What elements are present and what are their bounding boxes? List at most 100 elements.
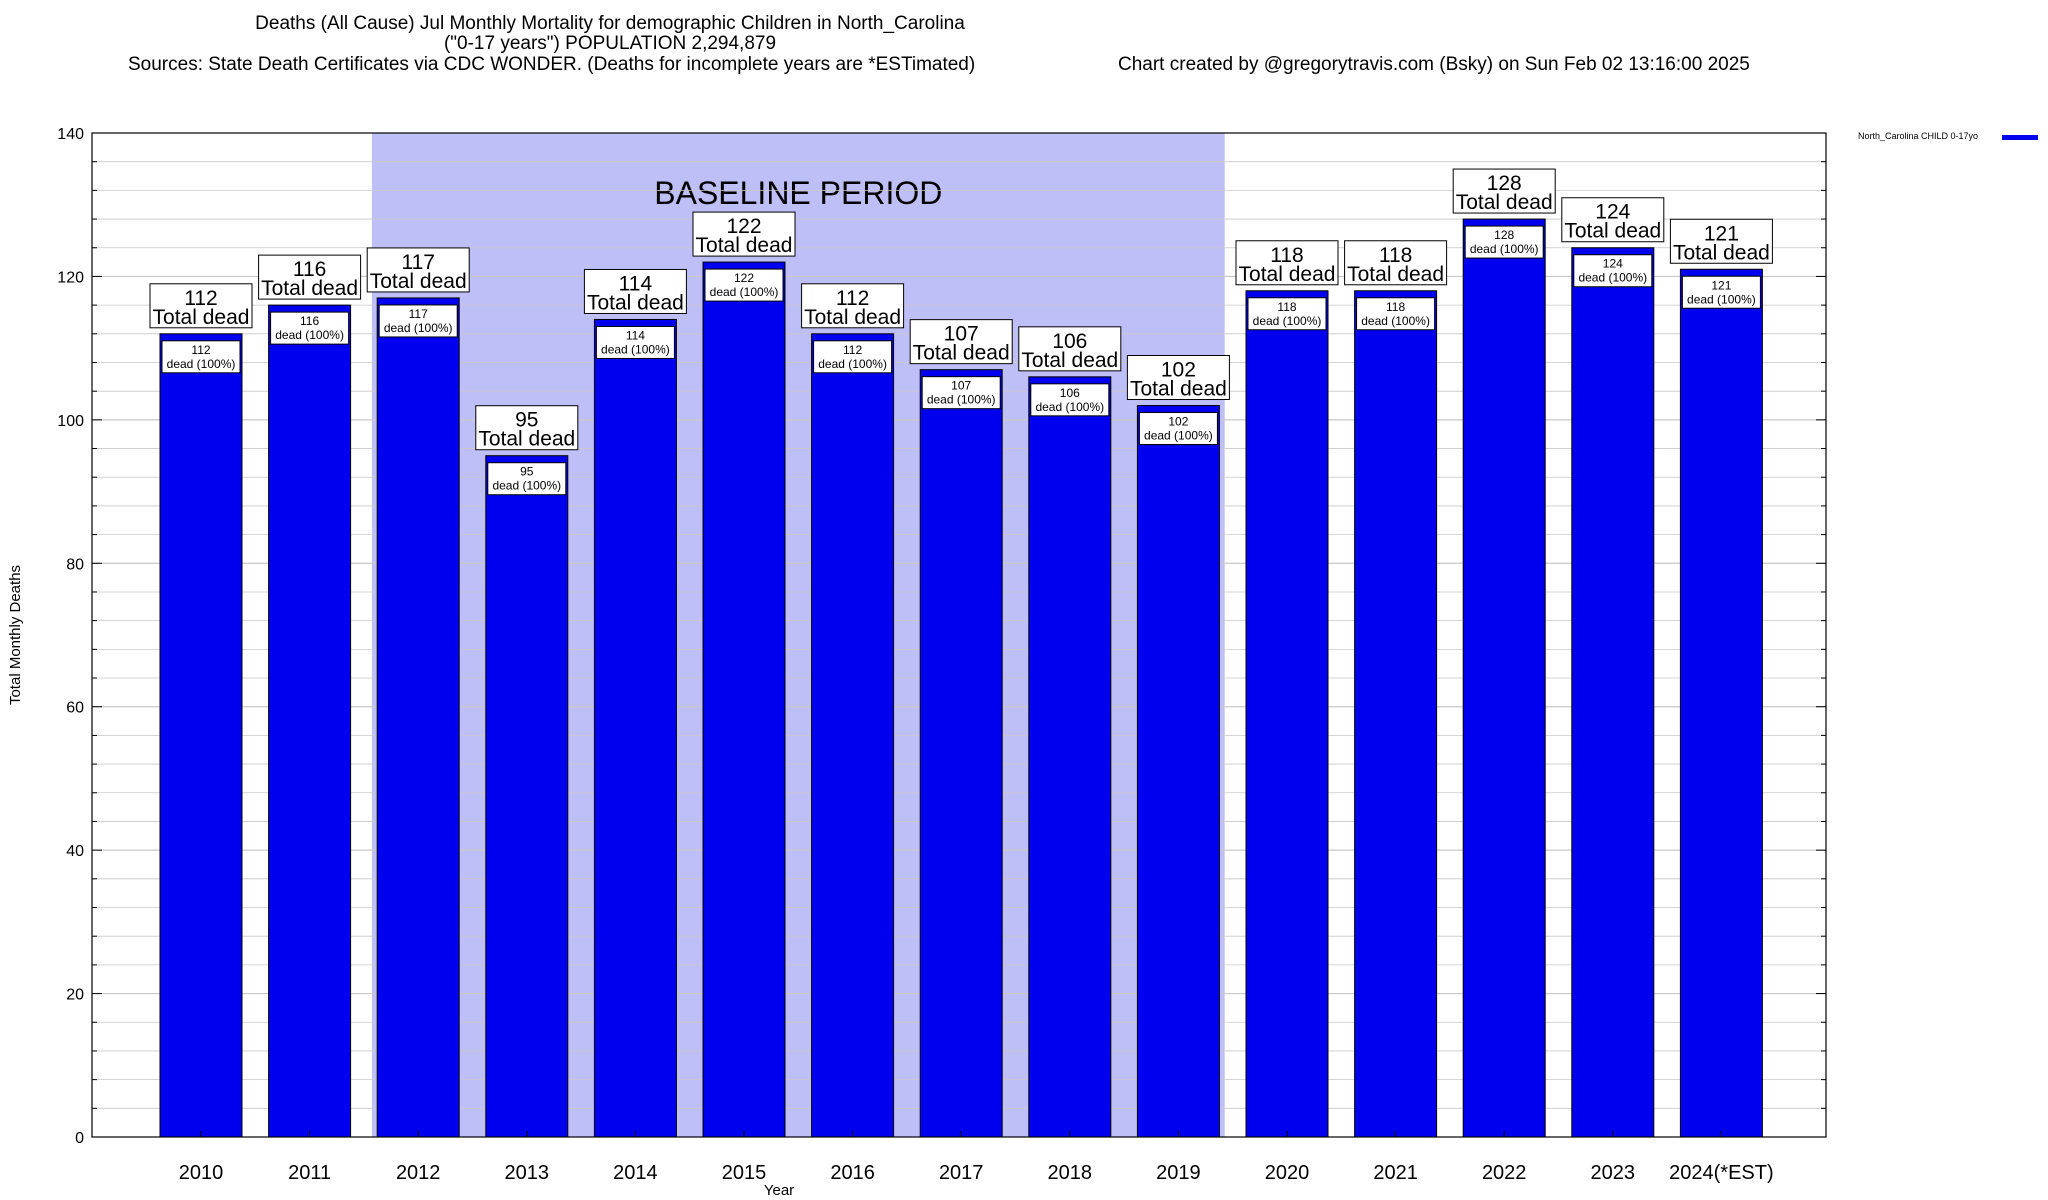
total-label-box <box>149 283 253 329</box>
bar <box>1462 218 1546 1138</box>
bar <box>485 455 569 1138</box>
segment-value-label: 102 <box>1168 415 1188 429</box>
segment-value-label: 106 <box>1060 386 1080 400</box>
segment-value-label: 118 <box>1277 300 1296 314</box>
total-label-box <box>583 268 687 314</box>
x-tick-label: 2023 <box>1591 1162 1636 1184</box>
total-value-label: 124 <box>1595 201 1630 224</box>
bar <box>1028 376 1112 1138</box>
total-caption-label: Total dead <box>1021 349 1118 372</box>
segment-percent-label: dead (100%) <box>1144 429 1213 443</box>
segment-label-box <box>1356 297 1436 331</box>
segment-value-label: 121 <box>1711 278 1731 292</box>
total-caption-label: Total dead <box>1673 241 1770 264</box>
segment-label-box <box>1138 412 1218 446</box>
x-tick-label: 2015 <box>722 1162 767 1184</box>
segment-percent-label: dead (100%) <box>1470 242 1539 256</box>
segment-value-label: 122 <box>734 271 754 285</box>
segment-label-box <box>1681 275 1761 309</box>
total-value-label: 117 <box>401 251 434 274</box>
total-caption-label: Total dead <box>587 291 684 314</box>
segment-percent-label: dead (100%) <box>1578 271 1647 285</box>
chart-credit: Chart created by @gregorytravis.com (Bsk… <box>1118 54 1750 75</box>
chart-title: Deaths (All Cause) Jul Monthly Mortality… <box>255 13 965 34</box>
x-tick-label: 2021 <box>1373 1162 1418 1184</box>
x-tick-label: 2016 <box>830 1162 875 1184</box>
segment-label-box <box>270 311 350 345</box>
total-caption-label: Total dead <box>1347 263 1444 286</box>
segment-percent-label: dead (100%) <box>1361 314 1430 328</box>
y-tick-label: 0 <box>75 1130 84 1147</box>
bar <box>268 304 352 1138</box>
segment-value-label: 112 <box>843 343 862 357</box>
segment-percent-label: dead (100%) <box>1035 400 1104 414</box>
segment-label-box <box>595 325 675 359</box>
bar <box>593 318 677 1138</box>
total-label-box <box>692 211 796 257</box>
x-tick-label: 2024(*EST) <box>1669 1162 1774 1184</box>
total-value-label: 114 <box>619 272 653 295</box>
bar <box>1354 290 1438 1138</box>
total-caption-label: Total dead <box>153 306 250 329</box>
y-tick-label: 20 <box>66 987 84 1004</box>
total-label-box <box>1561 197 1665 243</box>
bar <box>1245 290 1329 1138</box>
total-value-label: 112 <box>184 287 217 310</box>
total-caption-label: Total dead <box>1456 191 1553 214</box>
total-label-box <box>1669 218 1773 264</box>
segment-value-label: 112 <box>191 343 210 357</box>
bar <box>1679 268 1763 1138</box>
total-label-box <box>475 405 579 451</box>
segment-percent-label: dead (100%) <box>167 357 236 371</box>
segment-label-box <box>1247 297 1327 331</box>
total-label-box <box>1235 240 1339 286</box>
x-tick-label: 2010 <box>179 1162 224 1184</box>
segment-percent-label: dead (100%) <box>492 479 561 493</box>
x-tick-label: 2020 <box>1265 1162 1310 1184</box>
total-label-box <box>1126 355 1230 401</box>
total-value-label: 102 <box>1161 359 1196 382</box>
total-caption-label: Total dead <box>804 306 901 329</box>
segment-percent-label: dead (100%) <box>1687 292 1756 306</box>
y-tick-label: 40 <box>66 843 84 860</box>
plot-frame <box>91 132 1827 1138</box>
total-caption-label: Total dead <box>1564 220 1661 243</box>
total-value-label: 106 <box>1052 330 1087 353</box>
segment-label-box <box>704 268 784 302</box>
total-label-box <box>909 319 1013 365</box>
total-value-label: 107 <box>944 323 979 346</box>
total-caption-label: Total dead <box>478 428 575 451</box>
y-tick-label: 100 <box>57 413 84 430</box>
segment-percent-label: dead (100%) <box>818 357 887 371</box>
total-caption-label: Total dead <box>261 277 358 300</box>
segment-value-label: 128 <box>1494 228 1514 242</box>
segment-value-label: 107 <box>951 379 971 393</box>
total-label-box <box>1018 326 1122 372</box>
segment-label-box <box>161 340 241 374</box>
total-caption-label: Total dead <box>1239 263 1336 286</box>
bar <box>159 333 243 1138</box>
x-tick-label: 2012 <box>396 1162 441 1184</box>
segment-value-label: 95 <box>520 465 534 479</box>
legend-swatch <box>2002 135 2038 140</box>
segment-value-label: 114 <box>626 328 645 342</box>
y-tick-label: 140 <box>57 126 84 143</box>
segment-percent-label: dead (100%) <box>1253 314 1322 328</box>
segment-percent-label: dead (100%) <box>710 285 779 299</box>
segment-label-box <box>1030 383 1110 417</box>
total-value-label: 128 <box>1487 172 1522 195</box>
total-value-label: 116 <box>293 258 326 281</box>
bar <box>919 369 1003 1138</box>
bar <box>811 333 895 1138</box>
total-caption-label: Total dead <box>913 342 1010 365</box>
total-value-label: 112 <box>836 287 869 310</box>
segment-percent-label: dead (100%) <box>275 328 344 342</box>
segment-value-label: 117 <box>409 307 428 321</box>
segment-value-label: 124 <box>1603 257 1623 271</box>
segment-label-box <box>813 340 893 374</box>
total-value-label: 122 <box>726 215 761 238</box>
bar <box>1136 405 1220 1138</box>
bar <box>1571 247 1655 1138</box>
x-tick-label: 2014 <box>613 1162 658 1184</box>
